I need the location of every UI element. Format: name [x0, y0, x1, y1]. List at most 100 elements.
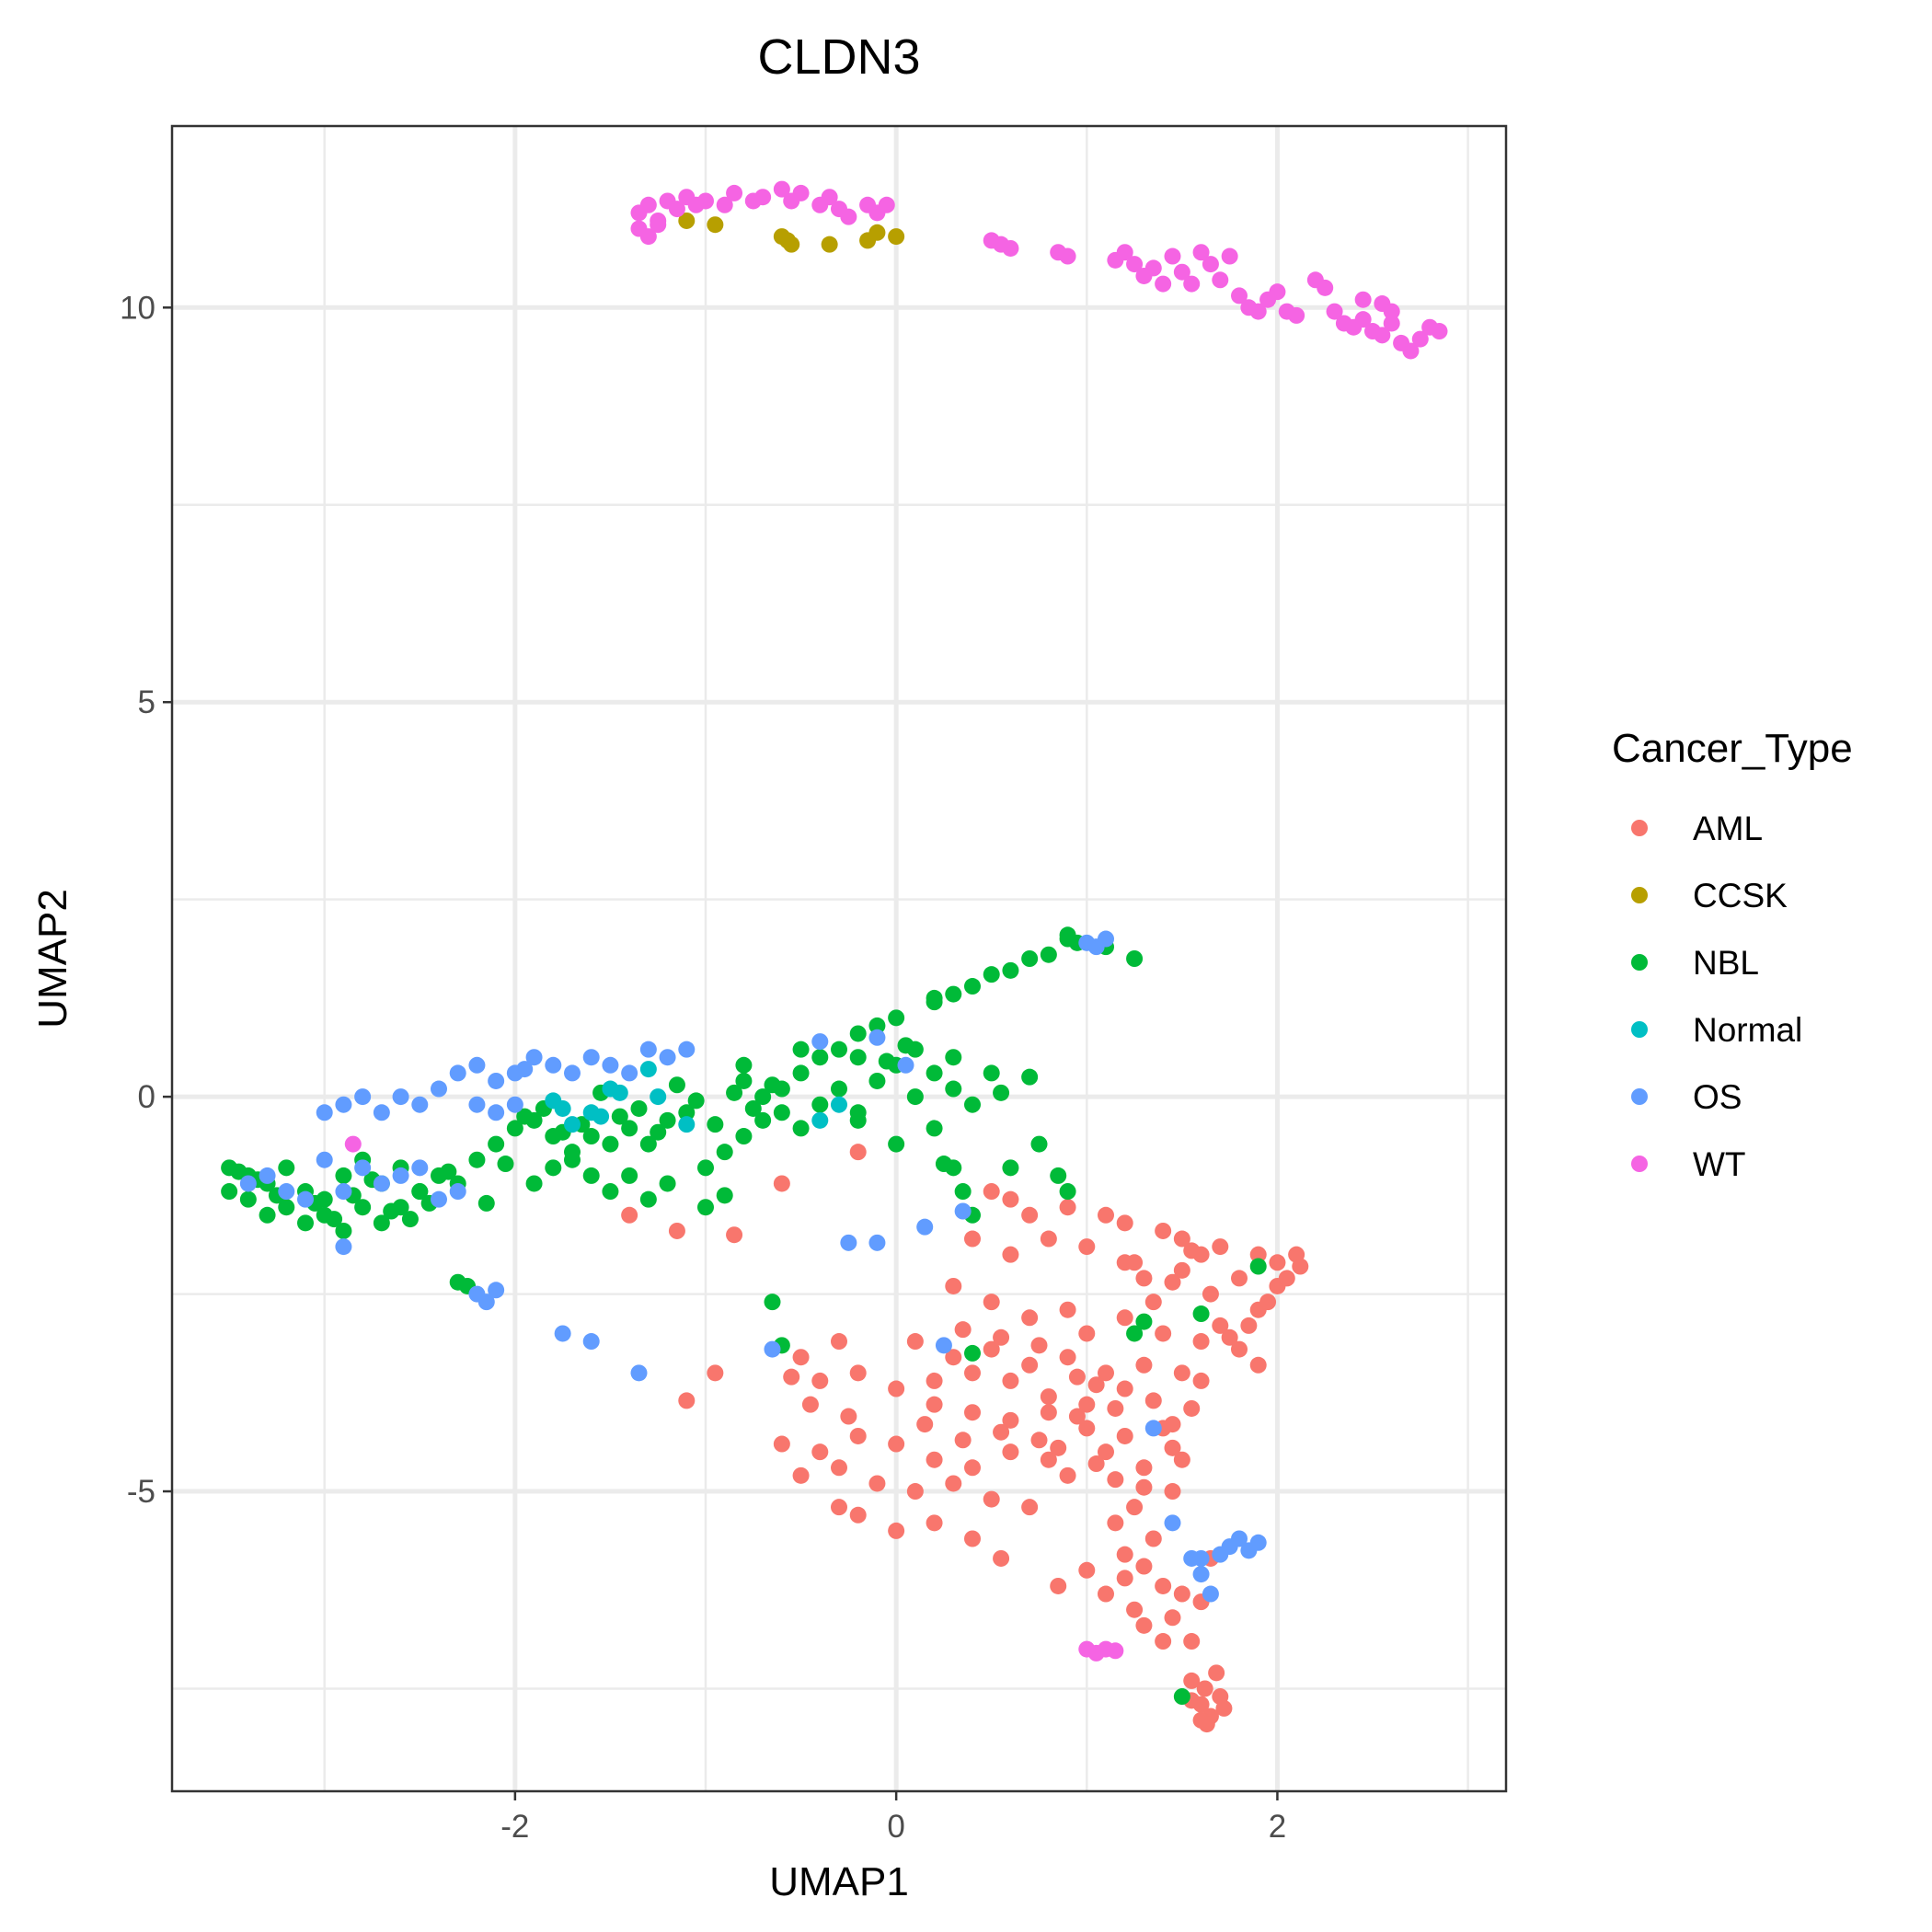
data-point [1068, 1368, 1086, 1386]
data-point [1030, 1135, 1048, 1153]
data-point [278, 1199, 295, 1216]
data-point [897, 1037, 914, 1054]
panel-border [170, 124, 1508, 1793]
data-point [849, 1111, 867, 1129]
data-point [516, 1108, 534, 1125]
data-point [1107, 1471, 1124, 1489]
data-point [650, 1088, 667, 1106]
data-point [1030, 1432, 1048, 1449]
data-point [373, 1104, 390, 1121]
data-point [630, 1364, 648, 1382]
data-point [754, 1088, 772, 1106]
data-point [1030, 1337, 1048, 1354]
data-point [335, 1167, 352, 1184]
data-point [639, 196, 657, 213]
data-point [431, 1190, 447, 1208]
data-point [1374, 327, 1391, 344]
data-point [582, 1128, 600, 1145]
data-point [964, 1364, 981, 1382]
data-point [488, 1104, 505, 1121]
data-point [297, 1214, 314, 1232]
legend-item-aml: AML [1631, 810, 1763, 847]
data-point [1212, 1546, 1229, 1563]
data-point [602, 1056, 619, 1074]
data-point [1059, 926, 1076, 944]
data-point [754, 1111, 772, 1129]
data-point [840, 208, 857, 225]
data-point [678, 1104, 696, 1121]
data-point [1202, 1585, 1219, 1603]
data-point [897, 1056, 914, 1074]
data-point [392, 1088, 409, 1106]
x-tick-label: -2 [500, 1809, 529, 1845]
legend-item-normal: Normal [1631, 1011, 1802, 1049]
series-normal [545, 1061, 847, 1133]
data-point [373, 1175, 390, 1192]
data-point [954, 1321, 972, 1339]
legend-key [1631, 1156, 1648, 1172]
data-point [868, 1234, 886, 1251]
data-point [1164, 247, 1181, 265]
data-point [1383, 303, 1400, 320]
data-point [792, 1064, 810, 1082]
data-point [564, 1064, 581, 1082]
data-point [726, 184, 743, 201]
data-point [630, 1099, 648, 1117]
data-point [783, 1368, 800, 1386]
legend-item-wt: WT [1631, 1145, 1746, 1183]
data-point [1135, 1478, 1153, 1496]
x-axis-title: UMAP1 [769, 1859, 909, 1904]
data-point [1098, 1443, 1114, 1461]
data-point [811, 1096, 829, 1113]
data-point [506, 1096, 523, 1113]
data-point [1249, 1534, 1267, 1551]
data-point [945, 1475, 962, 1492]
data-point [1402, 342, 1420, 360]
data-point [1087, 1376, 1105, 1394]
data-point [811, 1372, 829, 1389]
data-point [1164, 1514, 1181, 1532]
data-point [888, 228, 905, 246]
data-point [1126, 1325, 1144, 1342]
data-point [1173, 1261, 1190, 1279]
data-point [1107, 1399, 1124, 1417]
data-point [1212, 1238, 1229, 1256]
data-point [1183, 1672, 1201, 1689]
data-point [1078, 1561, 1096, 1579]
data-point [1021, 1356, 1039, 1374]
data-point [335, 1222, 352, 1239]
data-point [1126, 950, 1144, 967]
data-point [497, 1156, 514, 1173]
data-point [1135, 1270, 1153, 1287]
data-point [668, 1076, 685, 1094]
data-point [516, 1061, 534, 1078]
data-point [849, 1427, 867, 1444]
data-point [906, 1483, 924, 1501]
data-point [1249, 303, 1267, 320]
data-point [1059, 1466, 1076, 1484]
data-point [935, 1337, 952, 1354]
data-point [945, 1159, 962, 1177]
data-point [773, 1175, 790, 1192]
data-point [1249, 1356, 1267, 1374]
data-point [831, 1499, 847, 1516]
data-point [1202, 256, 1219, 273]
data-point [1021, 1206, 1039, 1224]
data-point [1116, 1214, 1133, 1232]
data-point [1198, 1716, 1215, 1733]
data-point [1192, 1566, 1210, 1583]
data-point [639, 228, 657, 246]
x-tick-label: 2 [1269, 1809, 1286, 1845]
data-point [1354, 291, 1372, 308]
data-point [811, 1111, 829, 1129]
data-point [1021, 950, 1039, 967]
data-point [1002, 961, 1019, 979]
data-point [411, 1159, 429, 1177]
data-point [707, 216, 724, 234]
data-point [993, 1549, 1010, 1567]
data-point [840, 1408, 857, 1425]
data-point [668, 201, 685, 218]
data-point [1116, 1570, 1133, 1587]
data-point [1173, 1688, 1190, 1706]
data-point [1183, 275, 1201, 293]
